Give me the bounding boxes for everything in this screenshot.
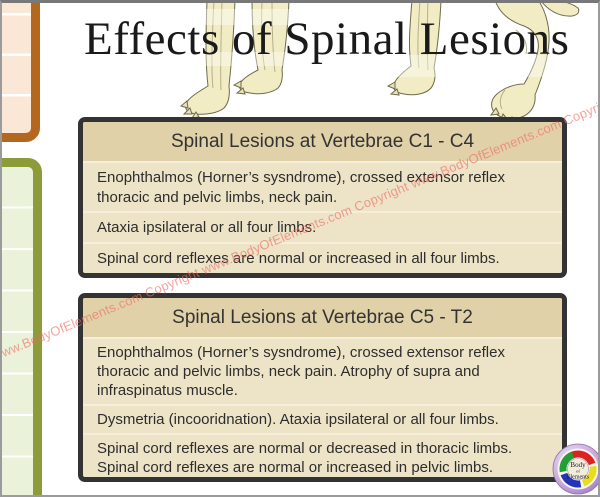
front-right-leg: [239, 0, 290, 95]
dog-legs-illustration: [179, 0, 580, 126]
logo-text-elements: Elements: [567, 475, 590, 481]
table-row: Enophthalmos (Horner’s sysndrome), cross…: [83, 161, 562, 211]
hind-left-leg: [393, 0, 442, 96]
lesion-table-c5-t2: Spinal Lesions at Vertebrae C5 - T2 Enop…: [78, 293, 567, 482]
logo-text-of: of: [576, 469, 580, 474]
table-header-c5-t2: Spinal Lesions at Vertebrae C5 - T2: [83, 298, 562, 337]
lesion-table-c1-c4: Spinal Lesions at Vertebrae C1 - C4 Enop…: [78, 117, 567, 278]
left-table-fragment-bottom: [0, 158, 42, 497]
left-table-fragment-top: [0, 0, 40, 142]
hind-right-leg: [491, 0, 550, 120]
table-header-c1-c4: Spinal Lesions at Vertebrae C1 - C4: [83, 122, 562, 161]
logo-arc-yellow: [581, 465, 597, 487]
table-row: Spinal cord reflexes are normal or decre…: [83, 433, 562, 477]
body-of-elements-logo: Body of Elements: [552, 443, 600, 495]
logo-text-body: Body: [570, 461, 586, 469]
table-row: Ataxia ipsilateral or all four limbs.: [83, 211, 562, 242]
logo-center: [567, 458, 589, 480]
logo-arc-green: [559, 451, 575, 473]
page-title: Effects of Spinal Lesions: [84, 13, 570, 65]
table-row: Spinal cord reflexes are normal or incre…: [83, 241, 562, 273]
table-row: Enophthalmos (Horner’s sysndrome), cross…: [83, 337, 562, 404]
table-row: Dysmetria (incooridnation). Ataxia ipsil…: [83, 404, 562, 433]
logo-arc-blue: [560, 472, 582, 488]
